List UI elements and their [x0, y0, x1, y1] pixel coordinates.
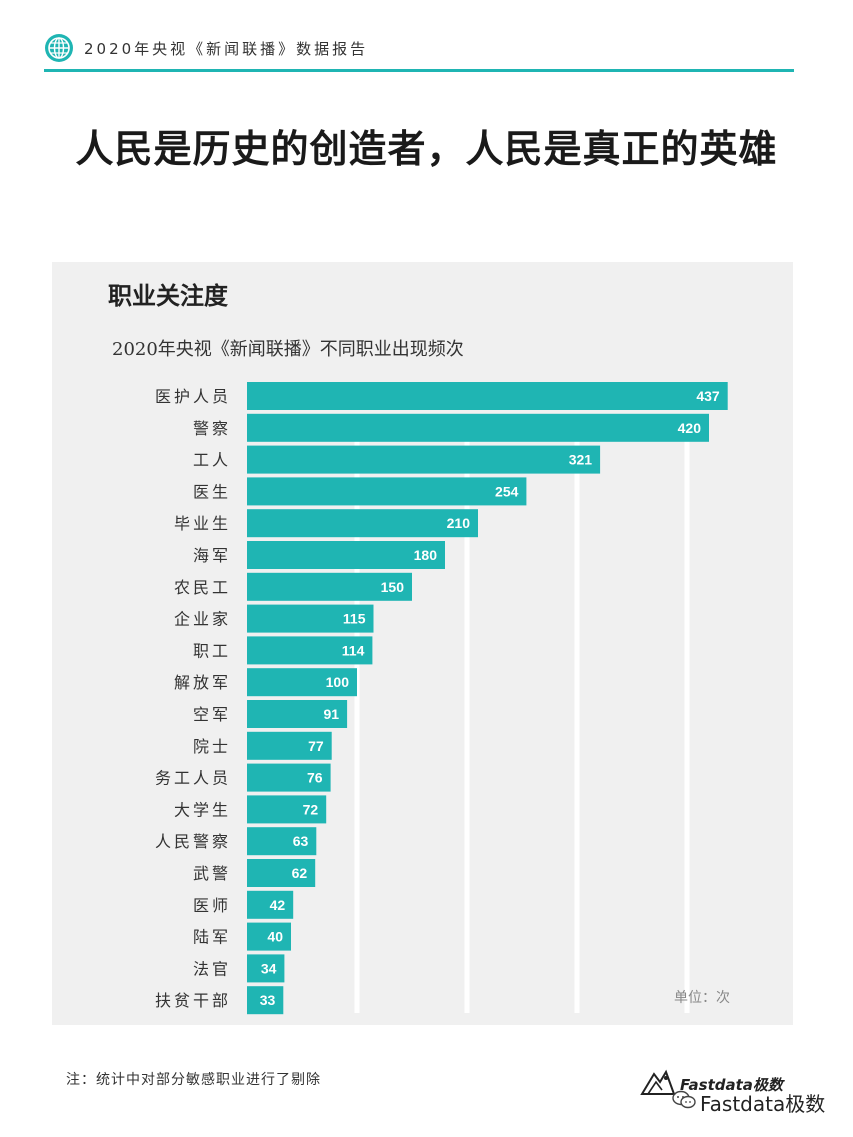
category-label: 法官	[193, 959, 231, 978]
bar	[247, 795, 327, 824]
data-label: 72	[303, 801, 319, 817]
data-label: 150	[381, 579, 405, 595]
data-label: 420	[678, 420, 702, 436]
page-title: 人民是历史的创造者，人民是真正的英雄	[75, 127, 778, 171]
data-label: 114	[342, 642, 365, 658]
bar	[247, 668, 357, 697]
wechat-icon	[672, 1090, 696, 1109]
bar	[247, 413, 709, 442]
category-label: 武警	[193, 864, 231, 883]
header-title: 2020年央视《新闻联播》数据报告	[84, 40, 369, 58]
watermark-text: Fastdata极数	[700, 1092, 826, 1116]
bar	[247, 572, 412, 601]
bar	[247, 636, 373, 665]
unit-label: 单位：次	[674, 990, 730, 1006]
bar	[247, 445, 601, 474]
category-label: 扶贫干部	[155, 991, 231, 1010]
bar	[247, 922, 291, 951]
bar	[247, 541, 445, 569]
data-label: 77	[308, 738, 324, 754]
bar	[247, 477, 527, 506]
data-label: 100	[326, 674, 350, 690]
report-header: 2020年央视《新闻联播》数据报告	[44, 33, 794, 63]
brand-name: Fastdata极数	[680, 1076, 783, 1094]
header-divider	[44, 69, 794, 72]
data-label: 40	[267, 929, 283, 945]
data-label: 63	[293, 833, 309, 849]
bar	[247, 859, 316, 887]
data-label: 210	[447, 515, 471, 531]
category-label: 海军	[193, 546, 231, 565]
category-label: 毕业生	[174, 514, 231, 533]
bar	[247, 509, 478, 538]
data-label: 33	[260, 992, 276, 1008]
bar	[247, 700, 348, 728]
fastdata-logo-icon	[640, 1069, 676, 1095]
data-label: 321	[569, 452, 593, 468]
category-label: 医师	[193, 896, 231, 915]
category-label: 陆军	[193, 928, 231, 947]
category-label: 工人	[193, 451, 231, 470]
category-label: 空军	[193, 705, 231, 724]
data-label: 42	[270, 897, 286, 913]
bar	[247, 382, 728, 410]
data-label: 254	[495, 483, 519, 499]
category-label: 医护人员	[155, 387, 231, 406]
category-label: 警察	[193, 419, 231, 438]
data-label: 76	[307, 770, 323, 786]
bar	[247, 827, 317, 856]
bar	[247, 763, 331, 792]
globe-icon	[45, 34, 73, 62]
data-label: 62	[292, 865, 308, 881]
bar	[247, 986, 284, 1015]
footnote: 注：统计中对部分敏感职业进行了剔除	[66, 1072, 321, 1088]
bar	[247, 890, 294, 919]
category-label: 医生	[193, 482, 231, 501]
category-label: 职工	[193, 641, 231, 660]
category-label: 大学生	[174, 800, 231, 819]
chart-subtitle: 2020年央视《新闻联播》不同职业出现频次	[112, 339, 464, 360]
data-label: 180	[414, 547, 438, 563]
category-label: 院士	[193, 737, 231, 756]
bar	[247, 954, 285, 983]
chart-title: 职业关注度	[108, 282, 228, 310]
data-label: 91	[324, 706, 340, 722]
bar	[247, 604, 374, 633]
brand-logo: Fastdata极数	[640, 1068, 800, 1100]
category-label: 人民警察	[155, 832, 231, 851]
data-label: 115	[343, 611, 366, 627]
category-label: 企业家	[174, 610, 231, 629]
category-label: 农民工	[174, 578, 231, 597]
data-label: 34	[261, 960, 277, 976]
bar	[247, 731, 332, 760]
category-label: 务工人员	[155, 769, 231, 788]
data-label: 437	[696, 388, 720, 404]
category-label: 解放军	[174, 673, 231, 692]
